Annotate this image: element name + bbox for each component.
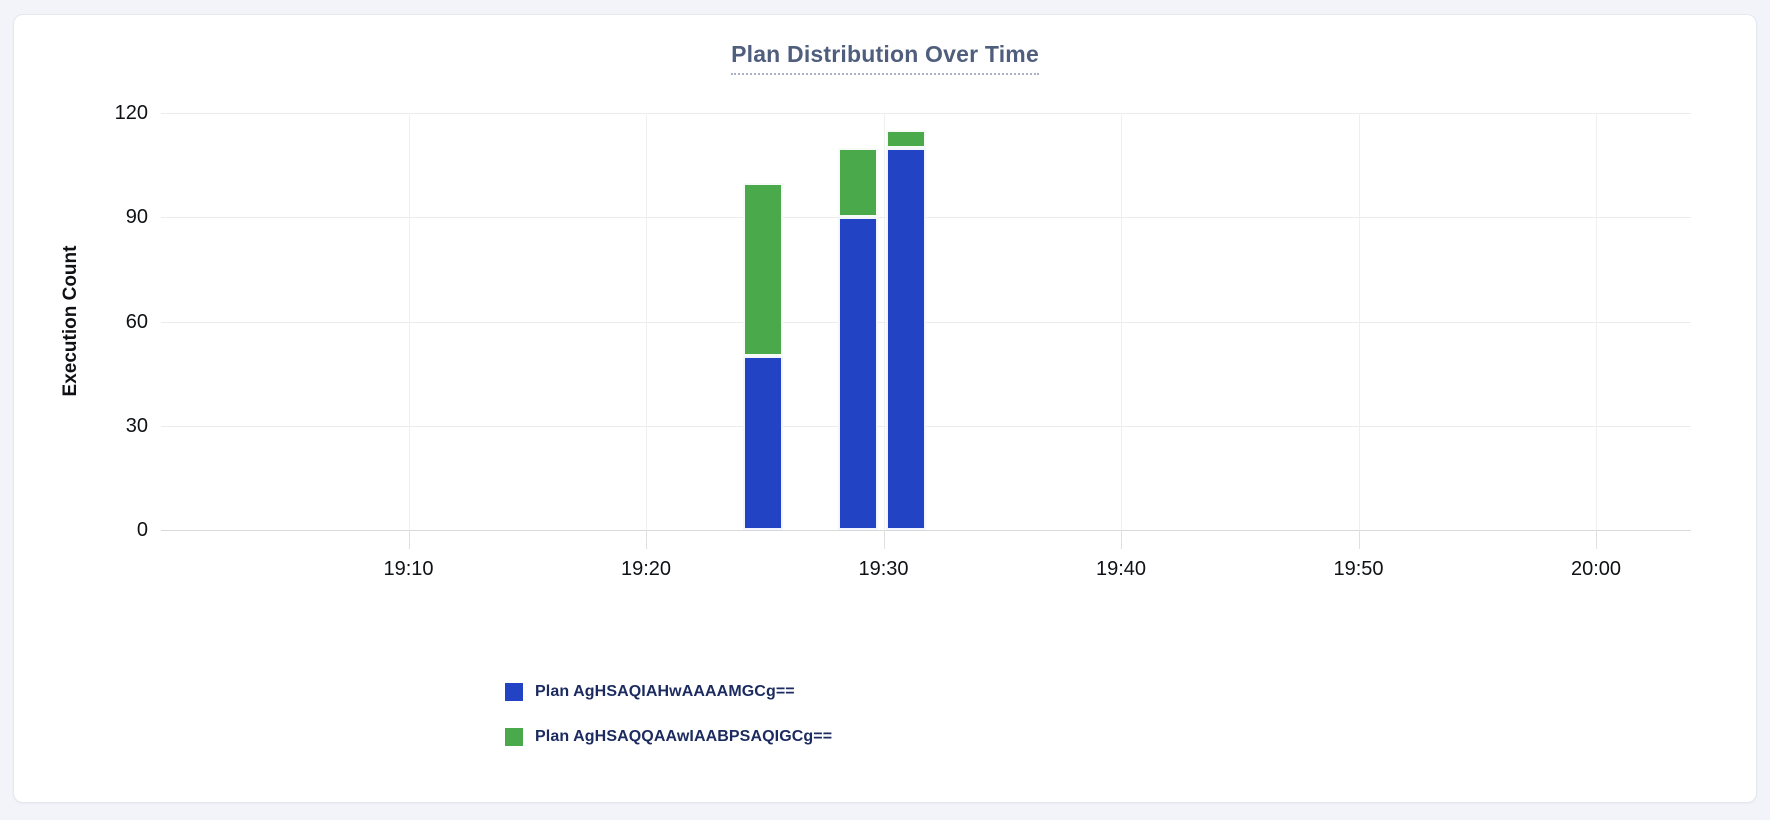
y-tick-label: 60 — [125, 310, 148, 333]
legend-swatch-blue-icon — [505, 683, 523, 701]
x-axis-tick — [1596, 530, 1597, 549]
bar-segment-19:24-series-1[interactable] — [743, 356, 783, 530]
bar-segment-19:30-series-1[interactable] — [885, 147, 926, 530]
y-tick-label: 30 — [125, 414, 148, 437]
legend-label-series-1: Plan AgHSAQIAHwAAAAMGCg== — [535, 683, 795, 700]
legend-swatch-green-icon — [505, 728, 523, 746]
x-axis-tick — [646, 530, 647, 549]
x-tick-label: 19:50 — [1333, 558, 1384, 580]
bar-segment-19:28-series-1[interactable] — [838, 217, 878, 530]
x-axis-tick — [883, 530, 885, 549]
x-axis-tick — [1358, 530, 1360, 549]
horizontal-gridline — [161, 425, 1691, 427]
x-tick-label: 20:00 — [1570, 558, 1622, 580]
x-tick-label: 19:40 — [1095, 558, 1147, 580]
legend-label-series-2: Plan AgHSAQQAAwIAABPSAQIGCg== — [535, 728, 833, 745]
vertical-gridline — [1121, 113, 1122, 530]
legend: Plan AgHSAQIAHwAAAAMGCg== Plan AgHSAQQAA… — [505, 683, 832, 746]
x-tick-label: 19:20 — [620, 558, 672, 580]
x-axis-tick — [408, 530, 410, 549]
y-tick-label: 120 — [114, 102, 148, 124]
horizontal-gridline — [161, 113, 1691, 114]
vertical-gridline — [1358, 113, 1360, 530]
x-tick-label: 19:10 — [383, 558, 434, 580]
bar-segment-19:30-series-2[interactable] — [885, 130, 926, 148]
y-tick-label: 90 — [125, 206, 148, 229]
legend-item-series-2[interactable]: Plan AgHSAQQAAwIAABPSAQIGCg== — [505, 728, 832, 746]
vertical-gridline — [883, 113, 885, 530]
legend-item-series-1[interactable]: Plan AgHSAQIAHwAAAAMGCg== — [505, 683, 832, 701]
chart-card: Plan Distribution Over Time Execution Co… — [13, 14, 1757, 803]
bar-segment-19:24-series-2[interactable] — [743, 182, 783, 357]
horizontal-gridline — [161, 321, 1691, 323]
x-axis-line — [161, 530, 1691, 531]
chart-title-row: Plan Distribution Over Time — [14, 41, 1756, 75]
x-tick-label: 19:30 — [858, 558, 909, 580]
vertical-gridline — [646, 113, 647, 530]
x-axis-tick — [1121, 530, 1122, 549]
vertical-gridline — [1596, 113, 1597, 530]
horizontal-gridline — [161, 217, 1691, 219]
plot-area: 0 30 60 90 120 19:10 19:20 19:30 19:40 19:50 20:00 — [14, 15, 1758, 615]
bar-segment-19:28-series-2[interactable] — [838, 147, 878, 218]
vertical-gridline — [408, 113, 410, 530]
chart-title[interactable]: Plan Distribution Over Time — [731, 41, 1039, 75]
y-tick-label: 0 — [136, 519, 148, 541]
